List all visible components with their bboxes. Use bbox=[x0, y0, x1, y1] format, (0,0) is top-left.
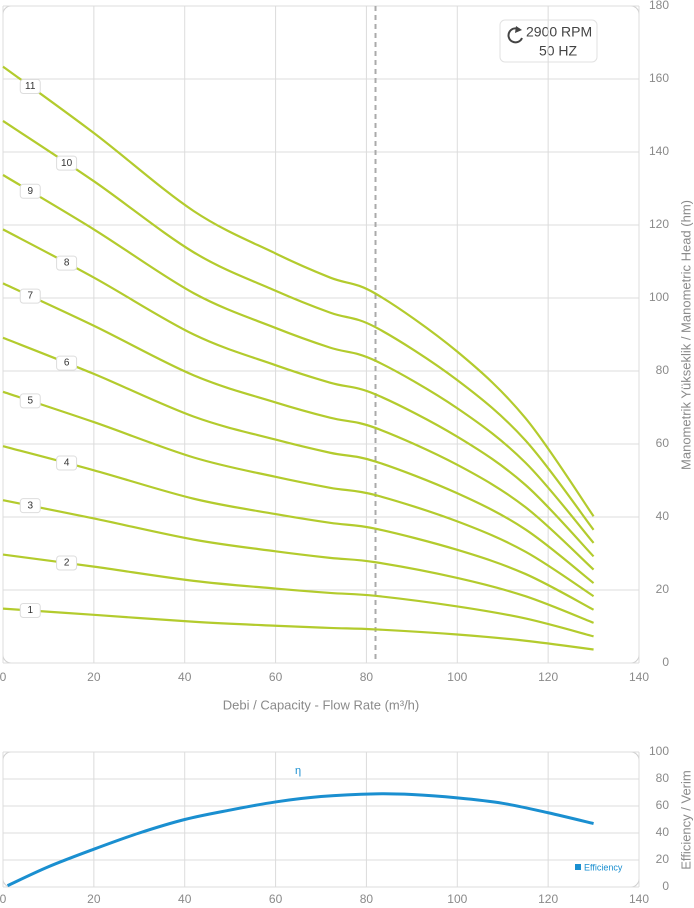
y-tick-label: 20 bbox=[656, 582, 670, 596]
legend-swatch bbox=[575, 864, 581, 870]
x-tick-label: 120 bbox=[538, 670, 558, 684]
stage-label: 3 bbox=[27, 500, 33, 511]
stage-label: 10 bbox=[61, 158, 73, 169]
y-tick-label: 40 bbox=[656, 825, 670, 839]
series-line bbox=[2, 390, 595, 598]
y-tick-label: 0 bbox=[662, 655, 669, 669]
x-tick-label: 40 bbox=[178, 892, 192, 906]
x-tick-label: 20 bbox=[87, 892, 101, 906]
x-tick-label: 0 bbox=[0, 670, 7, 684]
x-tick-label: 60 bbox=[269, 670, 283, 684]
plot-frame bbox=[2, 751, 640, 888]
rotation-icon bbox=[515, 26, 522, 33]
y-tick-label: 140 bbox=[649, 144, 669, 158]
y-tick-label: 0 bbox=[662, 879, 669, 893]
x-tick-label: 0 bbox=[0, 892, 7, 906]
y-tick-label: 120 bbox=[649, 217, 669, 231]
stage-label-box bbox=[56, 355, 78, 371]
annotation: η bbox=[295, 765, 301, 777]
y-tick-label: 180 bbox=[649, 0, 669, 12]
series-line bbox=[2, 65, 595, 517]
stage-label-box bbox=[19, 183, 41, 199]
x-tick-label: 80 bbox=[360, 892, 374, 906]
series-line bbox=[2, 336, 595, 584]
stage-label: 9 bbox=[27, 186, 33, 197]
y-axis-label: Manometrik Yükseklik / Manometric Head (… bbox=[678, 200, 693, 470]
x-tick-label: 100 bbox=[447, 892, 467, 906]
x-tick-label: 60 bbox=[269, 892, 283, 906]
x-tick-label: 140 bbox=[629, 892, 649, 906]
stage-label-box bbox=[56, 555, 78, 571]
y-tick-label: 80 bbox=[656, 363, 670, 377]
y-tick-label: 60 bbox=[656, 436, 670, 450]
stage-label: 7 bbox=[27, 291, 33, 302]
annotation: 2900 RPM bbox=[526, 24, 592, 40]
series-line bbox=[2, 174, 595, 544]
y-axis-label: Efficiency / Verim bbox=[678, 770, 693, 869]
x-tick-label: 80 bbox=[360, 670, 374, 684]
series-line bbox=[2, 228, 595, 558]
stage-label: 5 bbox=[27, 396, 33, 407]
stage-label-box bbox=[56, 155, 78, 171]
stage-label-box bbox=[56, 255, 78, 271]
series-line bbox=[2, 499, 594, 624]
y-tick-label: 100 bbox=[649, 290, 669, 304]
series-line bbox=[2, 445, 595, 611]
stage-label-box bbox=[19, 498, 41, 514]
y-tick-label: 20 bbox=[656, 852, 670, 866]
stage-label-box bbox=[19, 602, 41, 618]
series-line bbox=[2, 607, 594, 651]
x-tick-label: 140 bbox=[629, 670, 649, 684]
x-tick-label: 120 bbox=[538, 892, 558, 906]
annotation: 50 HZ bbox=[539, 43, 578, 59]
stage-label-box bbox=[19, 79, 41, 95]
x-axis-label: Debi / Capacity - Flow Rate (m³/h) bbox=[223, 697, 420, 712]
y-tick-label: 40 bbox=[656, 509, 670, 523]
y-tick-label: 60 bbox=[656, 798, 670, 812]
series-layer bbox=[2, 5, 640, 888]
stage-label-box bbox=[19, 288, 41, 304]
stage-label: 8 bbox=[64, 258, 70, 269]
stage-label: 2 bbox=[64, 558, 70, 569]
plot-frame bbox=[2, 5, 640, 664]
y-tick-label: 160 bbox=[649, 71, 669, 85]
stage-label: 6 bbox=[64, 358, 70, 369]
stage-label: 11 bbox=[25, 81, 36, 92]
legend-label: Efficiency bbox=[584, 862, 623, 872]
stage-label: 4 bbox=[64, 458, 70, 469]
x-tick-label: 40 bbox=[178, 670, 192, 684]
series-line bbox=[2, 120, 595, 531]
x-tick-label: 100 bbox=[447, 670, 467, 684]
stage-label: 1 bbox=[27, 605, 33, 616]
stage-label-box bbox=[56, 455, 78, 471]
y-tick-label: 80 bbox=[656, 771, 670, 785]
stage-label-box bbox=[19, 393, 41, 409]
y-tick-label: 100 bbox=[649, 744, 669, 758]
series-line bbox=[6, 792, 594, 888]
series-line bbox=[2, 553, 594, 638]
series-line bbox=[2, 282, 595, 571]
x-tick-label: 20 bbox=[87, 670, 101, 684]
